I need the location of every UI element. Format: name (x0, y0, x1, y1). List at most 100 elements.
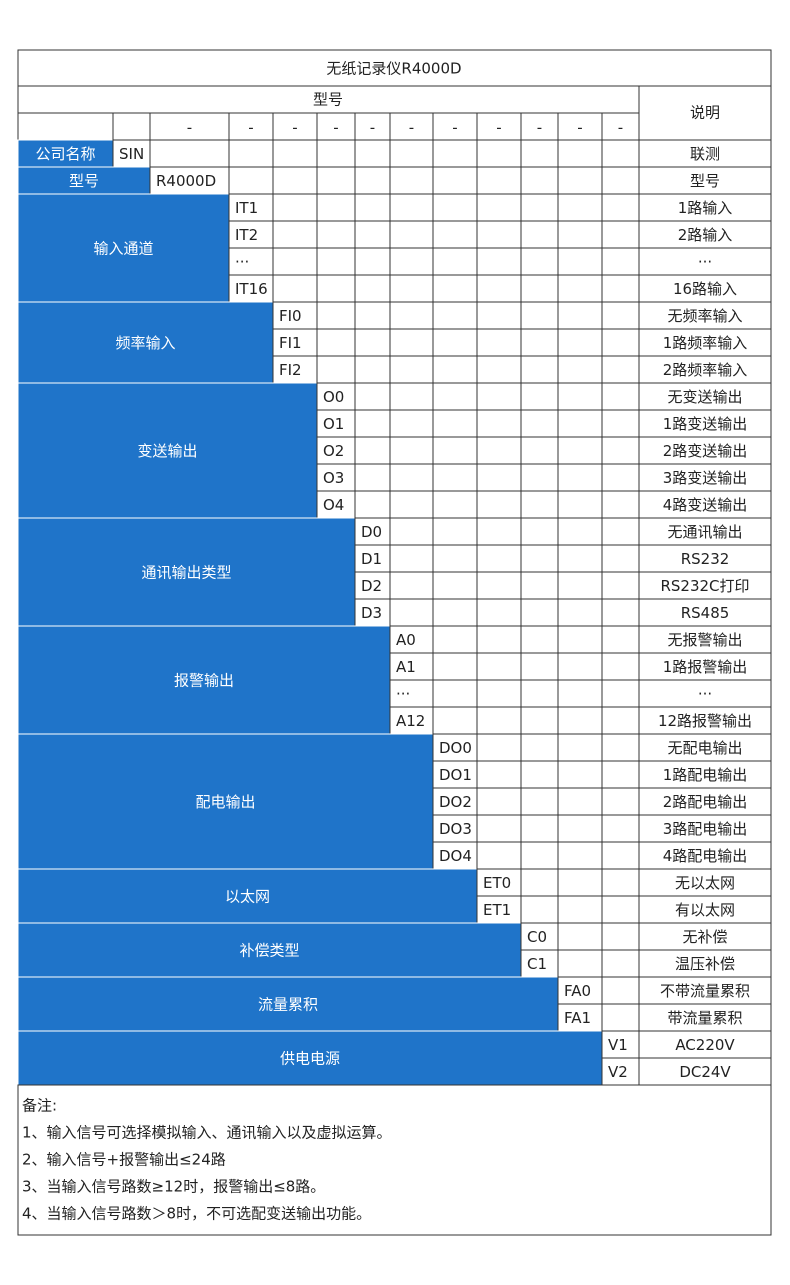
cell (476, 679, 522, 708)
description: 1路频率输入 (663, 334, 748, 352)
cell (476, 733, 522, 762)
cell (601, 463, 640, 492)
cell (601, 733, 640, 762)
cell (272, 112, 318, 141)
cell (557, 868, 603, 897)
description: 4路变送输出 (663, 496, 748, 514)
notes-title: 备注: (22, 1097, 57, 1115)
cell (638, 814, 772, 843)
cell (557, 976, 603, 1005)
cell (476, 490, 522, 519)
cell (316, 139, 356, 168)
code: C0 (527, 928, 547, 946)
code: D2 (361, 577, 382, 595)
cell (389, 490, 434, 519)
cell (354, 112, 391, 141)
description: 16路输入 (673, 280, 737, 298)
cell (389, 193, 434, 222)
cell (601, 193, 640, 222)
cell (476, 760, 522, 789)
cell (638, 760, 772, 789)
cell (601, 220, 640, 249)
note: 1、输入信号可选择模拟输入、通讯输入以及虚拟运算。 (22, 1124, 392, 1142)
cell (432, 436, 478, 465)
cell (638, 193, 772, 222)
description: 无以太网 (675, 874, 735, 892)
cell (601, 679, 640, 708)
cell (638, 841, 772, 870)
cell (557, 652, 603, 681)
code: O2 (323, 442, 344, 460)
cell (601, 760, 640, 789)
cell (520, 733, 559, 762)
cell (354, 463, 391, 492)
group-block (17, 1030, 603, 1086)
cell (476, 247, 522, 276)
cell (389, 247, 434, 276)
group-label: 配电输出 (195, 793, 255, 811)
cell (432, 625, 478, 654)
cell (354, 436, 391, 465)
cell (432, 355, 478, 384)
cell (476, 652, 522, 681)
group-label: 频率输入 (115, 334, 175, 352)
group-label: 公司名称 (35, 145, 95, 163)
cell (354, 490, 391, 519)
cell (520, 868, 559, 897)
cell (601, 895, 640, 924)
cell (272, 274, 318, 303)
cell (354, 517, 391, 546)
cell (432, 139, 478, 168)
cell (476, 274, 522, 303)
cell (601, 517, 640, 546)
note: 4、当输入信号路数＞8时，不可选配变送输出功能。 (22, 1205, 371, 1223)
cell (476, 436, 522, 465)
cell (557, 382, 603, 411)
description: 不带流量累积 (660, 982, 750, 1000)
cell (520, 895, 559, 924)
cell (557, 301, 603, 330)
cell (520, 112, 559, 141)
cell (389, 598, 434, 627)
cell (476, 220, 522, 249)
cell (557, 841, 603, 870)
cell (272, 220, 318, 249)
cell (389, 517, 434, 546)
cell (354, 544, 391, 573)
cell (557, 544, 603, 573)
description: 3路变送输出 (663, 469, 748, 487)
code: O4 (323, 496, 344, 514)
cell (354, 355, 391, 384)
cell (520, 814, 559, 843)
cell (520, 247, 559, 276)
group-label: 输入通道 (93, 240, 153, 258)
cell (228, 139, 274, 168)
cell (272, 193, 318, 222)
cell (272, 166, 318, 195)
code: D3 (361, 604, 382, 622)
cell (354, 220, 391, 249)
cell (354, 274, 391, 303)
cell (316, 301, 356, 330)
cell (557, 328, 603, 357)
description: 有以太网 (675, 901, 735, 919)
title-cell (17, 49, 772, 87)
description: RS485 (681, 604, 730, 622)
description: 带流量累积 (667, 1009, 742, 1027)
description: 无变送输出 (667, 388, 742, 406)
cell (476, 409, 522, 438)
code: V2 (608, 1063, 628, 1081)
cell (520, 841, 559, 870)
description: 温压补偿 (675, 955, 735, 973)
cell (476, 355, 522, 384)
cell (601, 301, 640, 330)
cell (601, 409, 640, 438)
code: DO2 (439, 793, 472, 811)
cell (228, 193, 274, 222)
cell (638, 571, 772, 600)
cell (354, 301, 391, 330)
cell (389, 706, 434, 735)
cell (601, 355, 640, 384)
cell (557, 787, 603, 816)
cell (520, 301, 559, 330)
